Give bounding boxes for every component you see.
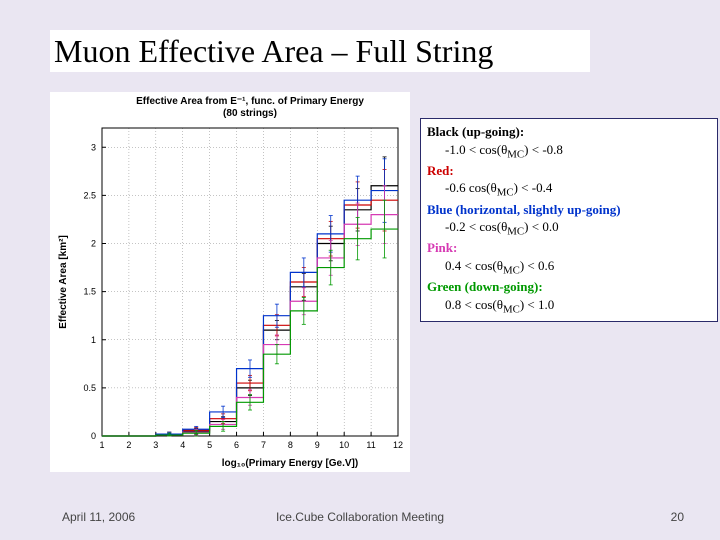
legend-header-pink: Pink:	[427, 240, 457, 255]
legend-header-green: Green (down-going):	[427, 279, 543, 294]
legend-range-green: 0.8 < cos(θMC) < 1.0	[427, 296, 711, 317]
legend-range-blue: -0.2 < cos(θMC) < 0.0	[427, 218, 711, 239]
svg-text:Effective Area from E⁻¹, func.: Effective Area from E⁻¹, func. of Primar…	[136, 96, 364, 107]
legend-header-red: Red:	[427, 163, 454, 178]
legend-range-pink: 0.4 < cos(θMC) < 0.6	[427, 257, 711, 278]
svg-text:4: 4	[180, 440, 185, 450]
svg-text:10: 10	[339, 440, 349, 450]
svg-text:7: 7	[261, 440, 266, 450]
svg-text:1: 1	[91, 335, 96, 345]
chart-svg: Effective Area from E⁻¹, func. of Primar…	[50, 92, 410, 472]
svg-text:11: 11	[366, 440, 375, 450]
effective-area-chart: Effective Area from E⁻¹, func. of Primar…	[50, 92, 410, 472]
slide: Muon Effective Area – Full String Effect…	[0, 0, 720, 540]
footer-center: Ice.Cube Collaboration Meeting	[0, 510, 720, 524]
legend-header-black: Black (up-going):	[427, 124, 524, 139]
svg-text:9: 9	[315, 440, 320, 450]
svg-text:1.5: 1.5	[83, 287, 96, 297]
svg-text:12: 12	[393, 440, 403, 450]
svg-text:2.5: 2.5	[83, 190, 96, 200]
legend-range-red: -0.6 cos(θMC) < -0.4	[427, 179, 711, 200]
svg-text:2: 2	[91, 239, 96, 249]
title-bar: Muon Effective Area – Full String	[50, 30, 590, 72]
svg-text:0: 0	[91, 431, 96, 441]
svg-text:3: 3	[153, 440, 158, 450]
svg-text:0.5: 0.5	[83, 383, 96, 393]
svg-text:8: 8	[288, 440, 293, 450]
svg-text:6: 6	[234, 440, 239, 450]
legend-panel: Black (up-going): -1.0 < cos(θMC) < -0.8…	[420, 118, 718, 322]
svg-text:5: 5	[207, 440, 212, 450]
page-title: Muon Effective Area – Full String	[54, 33, 493, 70]
svg-text:2: 2	[126, 440, 131, 450]
svg-text:(80 strings): (80 strings)	[223, 108, 277, 119]
legend-header-blue: Blue (horizontal, slightly up-going)	[427, 202, 621, 217]
footer-page-number: 20	[671, 510, 684, 524]
svg-text:1: 1	[99, 440, 104, 450]
svg-text:Effective Area [km²]: Effective Area [km²]	[58, 235, 69, 329]
svg-text:3: 3	[91, 142, 96, 152]
svg-text:log₁₀(Primary Energy [Ge.V]): log₁₀(Primary Energy [Ge.V])	[222, 458, 358, 469]
legend-range-black: -1.0 < cos(θMC) < -0.8	[427, 141, 711, 162]
